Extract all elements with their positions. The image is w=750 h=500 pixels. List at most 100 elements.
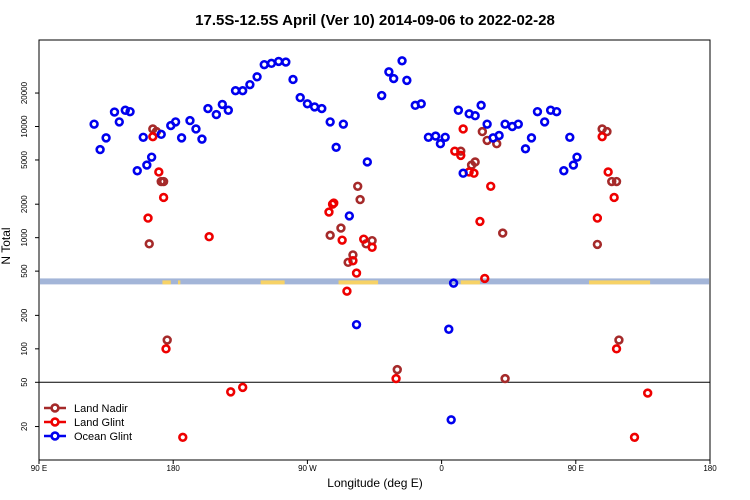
ocean-glint-point	[513, 119, 523, 129]
ocean-glint-point	[539, 117, 550, 127]
land-segment	[260, 280, 285, 285]
ocean-glint-point	[423, 132, 434, 142]
ocean-glint-point	[500, 119, 510, 129]
x-tick-label: 90 W	[298, 464, 317, 473]
ocean-glint-point	[568, 160, 579, 170]
ocean-glint-point	[89, 119, 99, 129]
land-glint-point	[158, 192, 169, 203]
land-nadir-point	[353, 181, 363, 191]
ocean-glint-point	[101, 133, 111, 143]
ocean-glint-point	[197, 134, 207, 144]
y-axis-label: N Total	[0, 227, 13, 264]
x-tick-label: 90 E	[31, 464, 47, 473]
ocean-glint-point	[132, 166, 142, 176]
x-tick-label: 0	[439, 464, 444, 473]
ocean-glint-point	[559, 166, 569, 176]
ocean-glint-point	[476, 100, 486, 111]
land-glint-point	[391, 373, 401, 384]
ocean-glint-point	[444, 324, 454, 334]
ocean-glint-point	[120, 105, 130, 115]
land-nadir-point	[602, 126, 612, 137]
land-glint-point	[486, 181, 496, 191]
x-tick-label: 180	[167, 464, 181, 473]
y-tick-label: 100	[20, 342, 29, 356]
land-glint-point	[337, 235, 347, 245]
ocean-glint-point	[125, 106, 135, 117]
ocean-glint-legend-label: Ocean Glint	[74, 431, 132, 443]
ocean-glint-point	[203, 103, 213, 114]
ocean-glint-point	[142, 160, 152, 170]
land-nadir-point	[470, 157, 480, 167]
land-nadir-point	[343, 257, 353, 268]
y-tick-label: 2000	[20, 195, 29, 213]
ocean-glint-point	[532, 106, 543, 117]
land-glint-point	[178, 432, 188, 443]
ocean-glint-point	[185, 115, 195, 126]
land-nadir-point	[607, 176, 617, 187]
land-glint-point	[237, 382, 248, 393]
ocean-glint-point	[384, 67, 394, 77]
land-glint-point	[642, 388, 653, 398]
land-glint-point	[148, 131, 158, 142]
ocean-glint-point	[230, 85, 241, 96]
chart-title: 17.5S-12.5S April (Ver 10) 2014-09-06 to…	[195, 12, 555, 29]
land-segment	[338, 280, 379, 285]
land-nadir-point	[611, 176, 622, 187]
ocean-glint-point	[453, 105, 464, 115]
land-glint-point	[359, 234, 369, 244]
land-glint-point	[603, 167, 613, 177]
ocean-glint-point	[565, 132, 575, 142]
ocean-glint-point	[146, 152, 157, 162]
ocean-glint-point	[344, 211, 355, 221]
ocean-glint-point	[95, 144, 105, 155]
land-glint-point	[609, 192, 619, 203]
ocean-glint-point	[252, 72, 262, 82]
land-glint-point	[367, 242, 377, 252]
land-nadir-point	[325, 230, 335, 241]
ocean-glint-point	[362, 157, 373, 167]
x-tick-label: 180	[703, 464, 717, 473]
ocean-glint-point	[520, 144, 531, 154]
x-axis-label: Longitude (deg E)	[327, 476, 422, 490]
land-glint-point	[324, 207, 334, 217]
x-axis: 90 E 180 90 W 0 90 E 180	[31, 460, 717, 473]
ocean-glint-point	[309, 102, 320, 112]
land-glint-point	[480, 273, 490, 284]
land-glint-point	[226, 387, 236, 397]
ocean-glint-point	[494, 130, 504, 141]
land-glint-point	[342, 286, 352, 296]
ocean-glint-point	[402, 75, 412, 86]
ocean-glint-point	[572, 152, 582, 162]
y-tick-label: 5000	[20, 151, 29, 169]
legend: Land Nadir Land Glint Ocean Glint	[44, 403, 132, 443]
ocean-glint-point	[325, 117, 335, 127]
land-glint-point	[161, 344, 171, 354]
ocean-glint-point	[191, 124, 201, 134]
ocean-glint-point	[156, 129, 166, 140]
ocean-glint-point	[435, 139, 446, 149]
ocean-glint-point	[331, 142, 341, 153]
land-nadir-point	[162, 335, 172, 345]
land-glint-point	[348, 256, 358, 266]
land-nadir-legend-label: Land Nadir	[74, 403, 128, 415]
land-glint-legend-label: Land Glint	[74, 417, 124, 429]
land-nadir-point	[500, 373, 510, 384]
y-tick-label: 50	[20, 377, 29, 386]
land-nadir-point	[158, 176, 169, 187]
land-nadir-point	[592, 239, 603, 250]
land-nadir-point	[355, 194, 365, 205]
land-segment	[162, 280, 171, 285]
ocean-glint-legend-marker	[50, 431, 60, 441]
land-glint-point	[329, 198, 339, 208]
y-tick-label: 200	[20, 308, 29, 322]
data-points	[89, 56, 653, 443]
ocean-glint-point	[388, 73, 399, 84]
ocean-glint-point	[351, 319, 362, 330]
land-glint-point	[450, 146, 460, 156]
ocean-glint-point	[338, 119, 349, 129]
land-glint-legend-marker	[50, 417, 60, 427]
land-glint-point	[469, 168, 479, 178]
land-nadir-point	[144, 239, 154, 249]
plot-frame	[38, 39, 711, 461]
ocean-glint-point	[526, 133, 537, 143]
